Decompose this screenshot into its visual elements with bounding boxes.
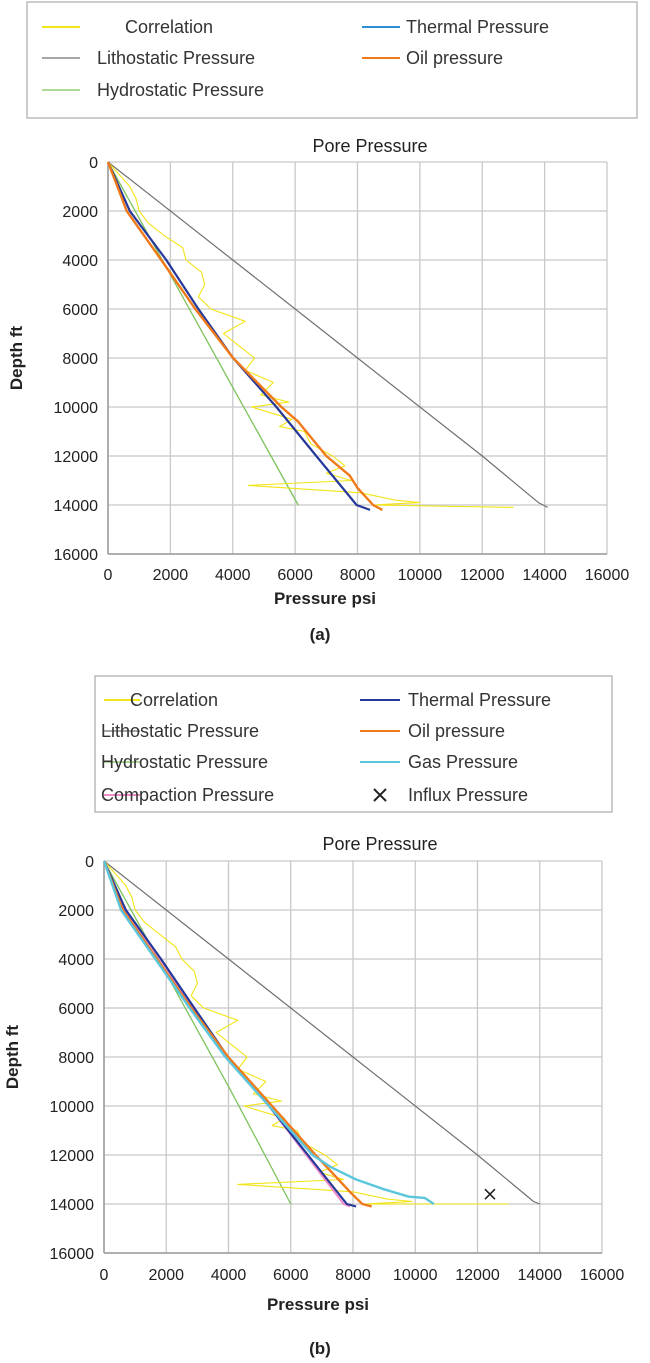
y-tick-label: 0: [89, 155, 98, 172]
y-axis-label: Depth ft: [7, 326, 26, 391]
legend-label: Influx Pressure: [408, 785, 528, 805]
y-tick-label: 4000: [58, 952, 94, 969]
y-tick-label: 0: [85, 854, 94, 871]
legend-label: Thermal Pressure: [408, 690, 551, 710]
x-tick-label: 6000: [277, 567, 313, 584]
legend-item-oil: Oil pressure: [360, 721, 505, 741]
x-tick-label: 12000: [460, 567, 505, 584]
x-tick-label: 16000: [580, 1267, 625, 1284]
chart-title: Pore Pressure: [322, 834, 437, 854]
y-tick-label: 8000: [62, 351, 98, 368]
x-tick-label: 4000: [211, 1267, 247, 1284]
y-tick-label: 12000: [50, 1148, 95, 1165]
y-tick-label: 2000: [58, 903, 94, 920]
legend-label: Compaction Pressure: [101, 785, 274, 805]
legend-item-lithostatic: Lithostatic Pressure: [101, 721, 259, 741]
y-tick-label: 10000: [54, 400, 99, 417]
y-tick-label: 4000: [62, 253, 98, 270]
x-tick-label: 14000: [522, 567, 567, 584]
series-line-gas: [102, 860, 435, 1206]
x-tick-label: 2000: [148, 1267, 184, 1284]
legend-item-compaction: Compaction Pressure: [101, 785, 274, 805]
x-axis-label: Pressure psi: [267, 1295, 369, 1314]
legend: Correlation Thermal Pressure Lithostatic P…: [26, 1, 638, 119]
legend-item-oil: Oil pressure: [362, 48, 503, 68]
legend-label: Hydrostatic Pressure: [97, 80, 264, 100]
x-tick-label: 0: [100, 1267, 109, 1284]
legend-item-hydrostatic: Hydrostatic Pressure: [101, 752, 268, 772]
y-tick-label: 2000: [62, 204, 98, 221]
legend-label: Correlation: [130, 690, 218, 710]
x-tick-label: 2000: [153, 567, 189, 584]
legend-box: [26, 1, 638, 119]
series-line-lithostatic: [103, 860, 541, 1205]
legend-item-correlation: Correlation: [42, 17, 213, 37]
chart-a: Correlation Thermal Pressure Lithostatic P…: [7, 1, 638, 644]
y-tick-label: 8000: [58, 1050, 94, 1067]
series-line-hydrostatic: [103, 860, 292, 1205]
series-line-oil: [102, 860, 373, 1208]
x-tick-label: 0: [104, 567, 113, 584]
chart-b: Correlation Thermal Pressure Lithostatic P…: [3, 675, 625, 1358]
legend-label: Lithostatic Pressure: [101, 721, 259, 741]
legend-label: Hydrostatic Pressure: [101, 752, 268, 772]
figure-caption: (b): [309, 1339, 331, 1358]
x-tick-label: 4000: [215, 567, 251, 584]
y-tick-label: 16000: [54, 547, 99, 564]
series-line-hydrostatic: [107, 161, 299, 506]
y-tick-label: 10000: [50, 1099, 95, 1116]
legend-label: Correlation: [125, 17, 213, 37]
legend-item-thermal: Thermal Pressure: [362, 17, 549, 37]
y-tick-label: 14000: [50, 1197, 95, 1214]
y-tick-label: 6000: [62, 302, 98, 319]
x-axis-label: Pressure psi: [274, 589, 376, 608]
series-line-oil: [106, 161, 383, 511]
series-line-correlation: [107, 161, 514, 508]
series-line-thermal: [106, 161, 371, 511]
legend-label: Thermal Pressure: [406, 17, 549, 37]
marker-influx: [484, 1188, 496, 1200]
y-axis-label: Depth ft: [3, 1025, 22, 1090]
legend-item-hydrostatic: Hydrostatic Pressure: [42, 80, 264, 100]
legend-item-lithostatic: Lithostatic Pressure: [42, 48, 255, 68]
series-line-lithostatic: [107, 161, 548, 508]
chart-title: Pore Pressure: [312, 136, 427, 156]
legend: Correlation Thermal Pressure Lithostatic P…: [94, 675, 613, 813]
legend-label: Oil pressure: [408, 721, 505, 741]
y-tick-label: 12000: [54, 449, 99, 466]
legend-box: [94, 675, 613, 813]
x-tick-label: 10000: [393, 1267, 438, 1284]
y-tick-label: 14000: [54, 498, 99, 515]
series-line-correlation: [103, 860, 509, 1205]
x-tick-label: 10000: [398, 567, 443, 584]
x-tick-label: 16000: [585, 567, 630, 584]
y-tick-label: 6000: [58, 1001, 94, 1018]
x-tick-label: 8000: [340, 567, 376, 584]
legend-item-influx: Influx Pressure: [373, 785, 528, 805]
figure-caption: (a): [310, 625, 331, 644]
x-tick-label: 14000: [518, 1267, 563, 1284]
x-tick-label: 8000: [335, 1267, 371, 1284]
legend-item-correlation: Correlation: [104, 690, 218, 710]
legend-label: Gas Pressure: [408, 752, 518, 772]
legend-item-thermal: Thermal Pressure: [360, 690, 551, 710]
legend-x-marker: [373, 788, 387, 802]
y-tick-label: 16000: [50, 1246, 95, 1263]
x-tick-label: 6000: [273, 1267, 309, 1284]
x-tick-label: 12000: [455, 1267, 500, 1284]
legend-label: Lithostatic Pressure: [97, 48, 255, 68]
legend-label: Oil pressure: [406, 48, 503, 68]
legend-item-gas: Gas Pressure: [360, 752, 518, 772]
